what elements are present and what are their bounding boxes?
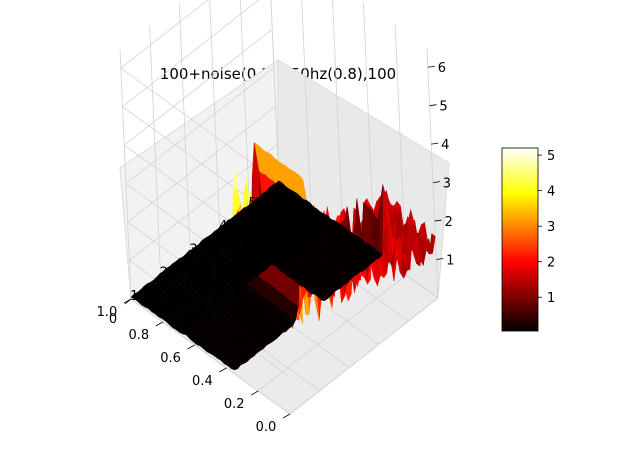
y-tick-label: 400 bbox=[219, 219, 244, 234]
x-tick-label: 0.4 bbox=[192, 374, 213, 389]
y-tick-mark bbox=[183, 252, 191, 258]
surface-cell bbox=[130, 293, 138, 300]
y-tick-mark bbox=[272, 182, 280, 189]
z-tick-label: 5 bbox=[439, 100, 447, 115]
y-tick-label: 500 bbox=[249, 196, 274, 211]
gridline-z bbox=[120, 0, 281, 184]
surface bbox=[130, 142, 436, 371]
y-tick-mark bbox=[154, 275, 161, 282]
colorbar-tick-label: 2 bbox=[547, 256, 555, 271]
axis-ticks: 0.0 0.2 0.4 0.6 0.8 1.00 100 200 300 400 500 1 2 3 4 5 6 bbox=[97, 61, 455, 435]
x-tick-label: 0.6 bbox=[160, 351, 181, 366]
x-tick-label: 0.8 bbox=[128, 328, 149, 343]
gridline-z bbox=[121, 0, 282, 223]
colorbar-tick-label: 5 bbox=[547, 149, 555, 164]
colorbar-tick-label: 1 bbox=[547, 291, 555, 306]
x-tick-mark bbox=[187, 344, 195, 350]
colorbar-ticks: 1 2 3 4 5 bbox=[538, 149, 555, 306]
z-tick-label: 3 bbox=[443, 177, 451, 192]
y-tick-label: 300 bbox=[189, 242, 214, 257]
x-tick-mark bbox=[282, 413, 291, 419]
colorbar: 1 2 3 4 5 bbox=[501, 147, 555, 332]
y-tick-mark bbox=[124, 298, 132, 305]
z-tick-mark bbox=[432, 181, 440, 184]
y-tick-label: 0 bbox=[109, 312, 117, 327]
colorbar-tick-label: 4 bbox=[547, 185, 555, 200]
y-tick-label: 100 bbox=[130, 289, 155, 304]
z-tick-mark bbox=[431, 142, 439, 145]
y-tick-mark bbox=[213, 229, 221, 235]
x-tick-label: 0.0 bbox=[256, 420, 277, 435]
y-tick-label: 200 bbox=[160, 266, 185, 281]
x-tick-label: 0.2 bbox=[224, 397, 245, 412]
z-tick-label: 2 bbox=[444, 215, 452, 230]
x-tick-label: 1.0 bbox=[97, 305, 118, 320]
z-tick-mark bbox=[429, 104, 437, 107]
z-tick-mark bbox=[434, 219, 442, 222]
z-tick-label: 4 bbox=[441, 138, 449, 153]
x-tick-mark bbox=[251, 390, 259, 396]
z-tick-mark bbox=[436, 258, 444, 260]
z-tick-mark bbox=[427, 65, 435, 68]
z-tick-label: 6 bbox=[438, 61, 446, 76]
colorbar-tick-label: 3 bbox=[547, 220, 555, 235]
x-tick-mark bbox=[155, 321, 163, 327]
colorbar-fill bbox=[501, 147, 539, 332]
x-tick-mark bbox=[219, 367, 227, 373]
z-tick-label: 1 bbox=[446, 254, 454, 269]
y-tick-mark bbox=[243, 205, 250, 212]
